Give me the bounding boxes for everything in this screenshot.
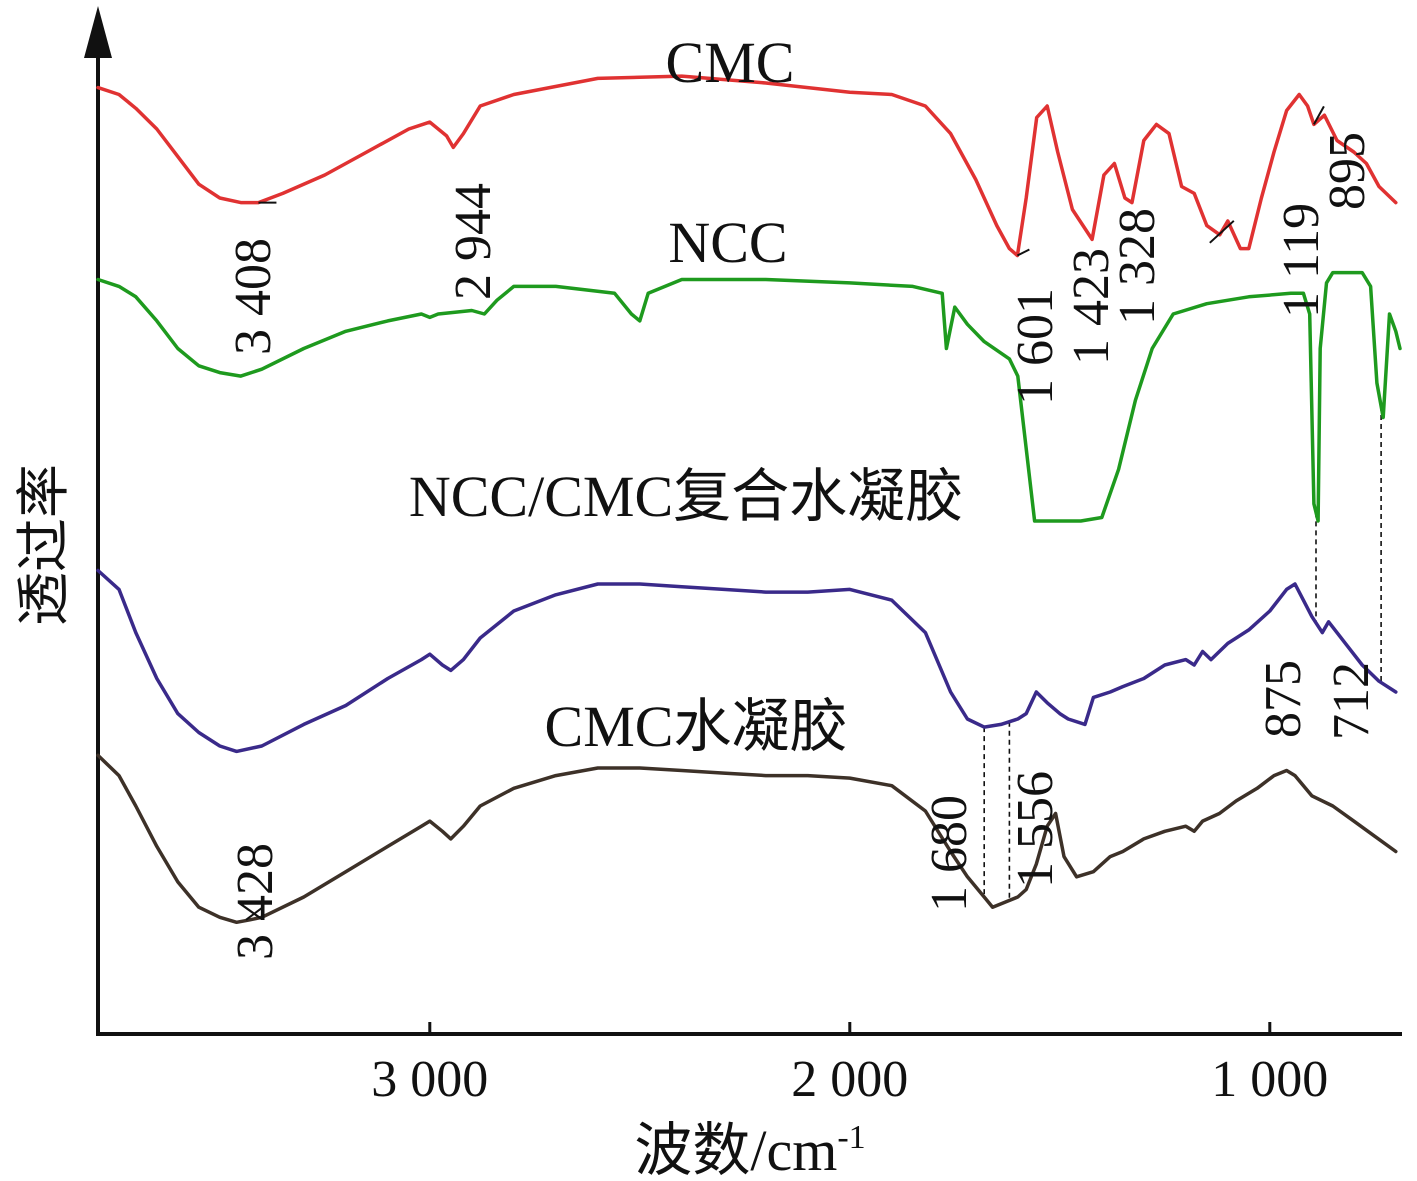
peak-label-3408: 3 408 xyxy=(225,238,282,355)
series-line-cmc-hydrogel xyxy=(96,753,1398,925)
curve-label-cmc: CMC xyxy=(666,30,795,95)
x-tick-label-3000: 3 000 xyxy=(371,1051,488,1108)
x-axis-title: 波数/cm-1 xyxy=(634,1118,865,1181)
x-tick-label-2000: 2 000 xyxy=(791,1051,908,1108)
peak-label-1119: 1 119 xyxy=(1273,203,1330,318)
peak-label-1680: 1 680 xyxy=(921,795,978,912)
leader-1119 xyxy=(1209,220,1235,244)
series-line-cmc xyxy=(96,74,1398,258)
y-axis-arrow xyxy=(84,6,112,58)
x-tick-label-1000: 1 000 xyxy=(1211,1051,1328,1108)
leader-3428 xyxy=(245,907,263,921)
peak-annotations: 3 408 2 944 1 601 1 423 1 328 1 119 895 … xyxy=(225,132,1380,960)
peak-label-2944: 2 944 xyxy=(445,183,502,300)
x-axis-title-text: 波数/cm xyxy=(634,1118,837,1181)
x-ticks: 3 000 2 000 1 000 xyxy=(371,1022,1328,1108)
curve-label-ncc: NCC xyxy=(668,210,787,275)
peak-label-3428: 3 428 xyxy=(227,843,284,960)
annotation-leaders xyxy=(245,105,1325,921)
peak-label-1556: 1 556 xyxy=(1007,771,1064,888)
peak-label-895: 895 xyxy=(1319,132,1376,210)
y-axis-title: 透过率 xyxy=(14,464,74,626)
guide-lines xyxy=(983,406,1382,901)
peak-label-1601: 1 601 xyxy=(1007,288,1064,405)
series-layer xyxy=(96,74,1402,925)
series-line-ncc xyxy=(96,270,1402,523)
peak-label-712: 712 xyxy=(1323,662,1380,740)
peak-label-1328: 1 328 xyxy=(1109,208,1166,325)
peak-label-875: 875 xyxy=(1255,660,1312,738)
series-line-ncc-cmc-hydrogel xyxy=(96,568,1398,754)
peak-label-1423: 1 423 xyxy=(1063,248,1120,365)
leader-895 xyxy=(1313,105,1325,125)
leader-1601 xyxy=(1016,248,1030,257)
curve-label-ncc-cmc-hydrogel: NCC/CMC复合水凝胶 xyxy=(409,464,963,529)
curve-label-cmc-hydrogel: CMC水凝胶 xyxy=(545,694,848,759)
x-axis-title-superscript: -1 xyxy=(837,1119,865,1156)
